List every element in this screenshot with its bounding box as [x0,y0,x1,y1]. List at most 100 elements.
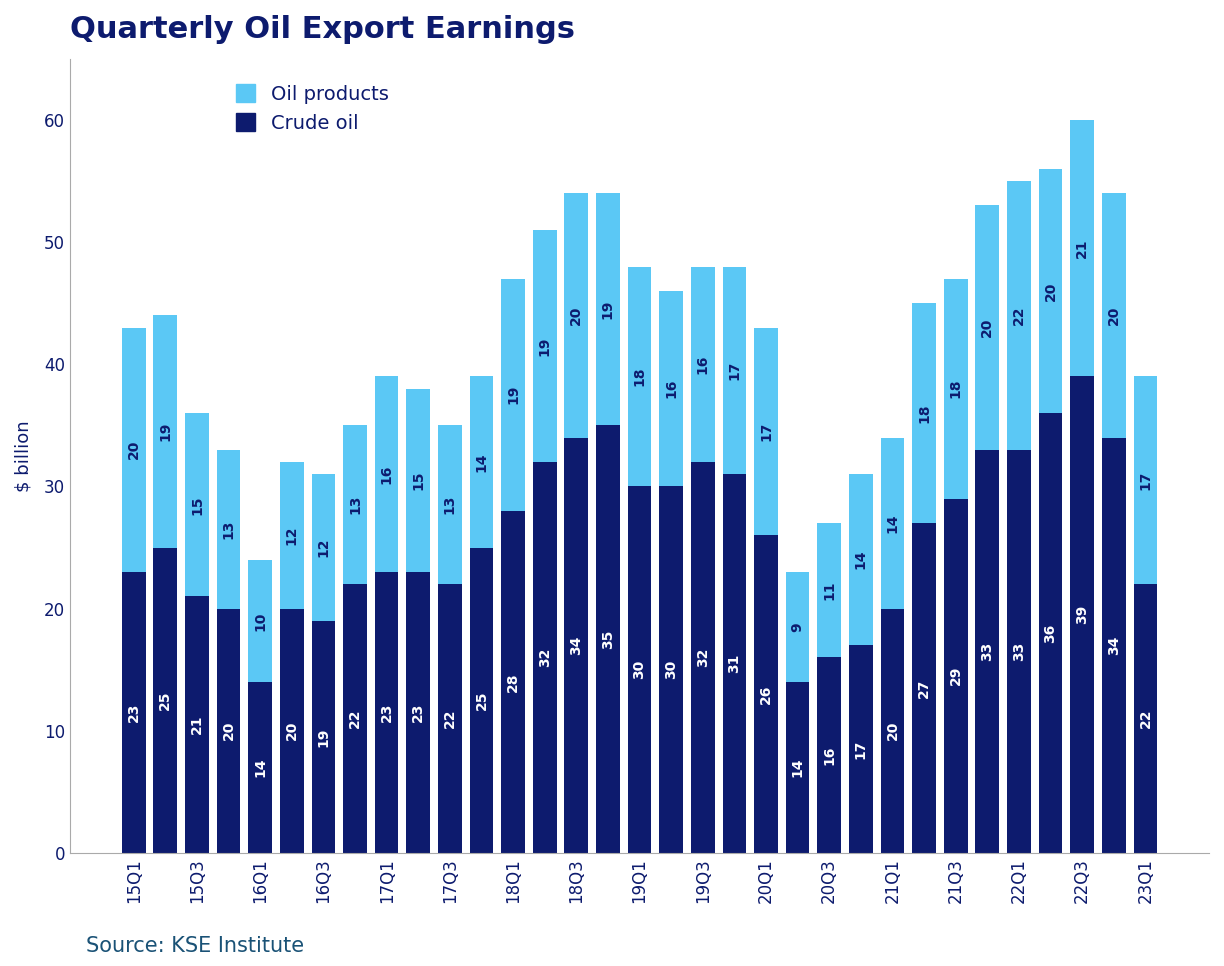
Bar [849,645,873,853]
Bar [280,609,304,853]
Text: 20: 20 [885,721,900,741]
Text: 14: 14 [475,452,488,471]
Bar [564,438,589,853]
Bar [343,584,367,853]
Text: 16: 16 [665,379,678,398]
Bar [880,438,905,609]
Text: 19: 19 [601,299,614,319]
Bar [280,462,304,609]
Text: 23: 23 [379,703,394,723]
Bar [976,450,999,853]
Bar [438,584,461,853]
Text: 39: 39 [1075,605,1089,624]
Text: 16: 16 [379,465,394,484]
Bar [1070,120,1094,377]
Bar [1133,377,1157,584]
Text: 15: 15 [190,495,204,515]
Bar [153,315,177,548]
Text: 20: 20 [1106,305,1121,326]
Text: 19: 19 [158,422,173,441]
Bar [185,596,209,853]
Bar [786,572,809,682]
Text: 14: 14 [253,757,267,778]
Text: 17: 17 [759,422,774,441]
Bar [628,267,651,487]
Bar [1102,193,1126,438]
Bar [375,377,399,572]
Bar [122,572,146,853]
Text: Quarterly Oil Export Earnings: Quarterly Oil Export Earnings [70,15,575,44]
Bar [722,267,747,474]
Text: 21: 21 [190,715,204,734]
Bar [438,425,461,584]
Text: 20: 20 [285,721,299,741]
Bar [690,267,715,462]
Bar [818,658,841,853]
Bar [185,413,209,596]
Bar [690,462,715,853]
Bar [217,609,240,853]
Text: 22: 22 [348,709,362,728]
Bar [502,511,525,853]
Bar [1039,413,1062,853]
Text: 35: 35 [601,630,614,649]
Bar [312,474,335,621]
Bar [1007,181,1031,450]
Text: 13: 13 [443,496,457,515]
Text: 28: 28 [506,672,520,692]
Bar [470,548,493,853]
Text: 17: 17 [1138,470,1152,490]
Text: 17: 17 [854,739,868,759]
Text: 12: 12 [317,538,330,557]
Text: 13: 13 [222,520,235,539]
Text: 32: 32 [537,648,552,668]
Text: 18: 18 [917,404,931,423]
Text: 18: 18 [633,367,646,386]
Text: 32: 32 [695,648,710,668]
Text: 23: 23 [411,703,425,723]
Bar [564,193,589,438]
Text: 18: 18 [949,379,963,398]
Text: 31: 31 [727,654,742,673]
Bar [596,425,619,853]
Bar [1039,169,1062,413]
Bar [217,450,240,609]
Bar [596,193,619,425]
Text: 33: 33 [980,641,994,661]
Text: 34: 34 [1106,636,1121,655]
Text: 30: 30 [633,660,646,679]
Text: 22: 22 [443,709,457,728]
Bar [849,474,873,645]
Text: 12: 12 [285,526,299,545]
Bar [153,548,177,853]
Text: 25: 25 [158,691,173,710]
Bar [532,230,557,462]
Text: 20: 20 [569,305,584,326]
Text: 20: 20 [127,440,141,460]
Text: 29: 29 [949,667,963,686]
Text: 17: 17 [727,360,742,380]
Text: 33: 33 [1012,641,1026,661]
Text: 19: 19 [537,336,552,355]
Text: 25: 25 [475,691,488,710]
Text: 14: 14 [854,550,868,570]
Bar [406,572,430,853]
Bar [818,524,841,658]
Text: 14: 14 [885,513,900,533]
Text: 16: 16 [695,355,710,374]
Text: 30: 30 [665,660,678,679]
Bar [912,303,936,524]
Bar [628,487,651,853]
Bar [532,462,557,853]
Bar [312,621,335,853]
Text: 36: 36 [1044,623,1058,642]
Text: 20: 20 [1044,281,1058,300]
Bar [944,279,967,498]
Bar [944,498,967,853]
Bar [912,524,936,853]
Text: 20: 20 [222,721,235,741]
Text: 19: 19 [317,727,330,747]
Text: 27: 27 [917,678,931,697]
Text: 21: 21 [1075,239,1089,258]
Legend: Oil products, Crude oil: Oil products, Crude oil [228,76,397,140]
